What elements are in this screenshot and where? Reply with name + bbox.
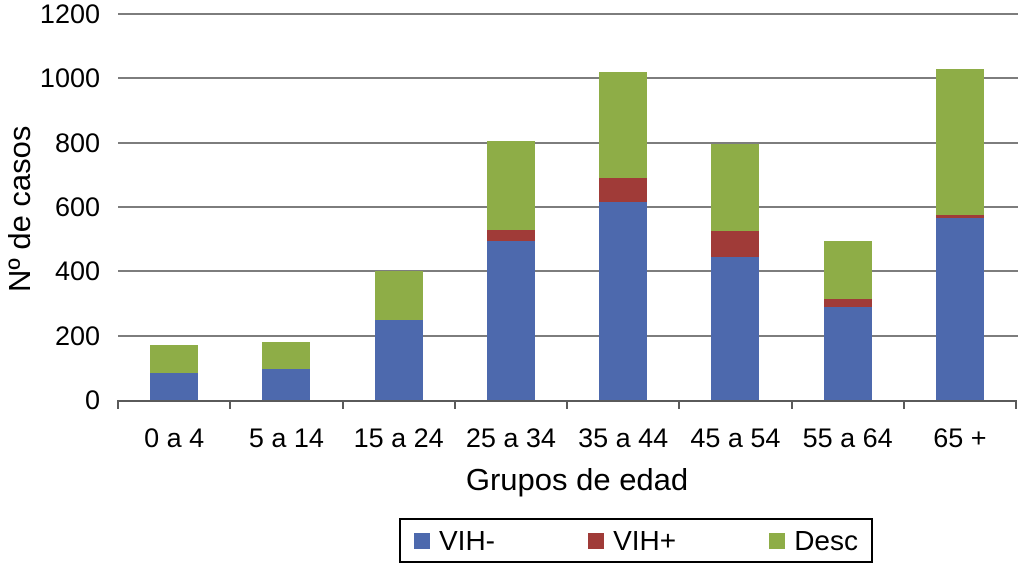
x-axis-tick-mark	[566, 400, 568, 409]
bar-segment-vih-pos	[823, 298, 872, 307]
x-axis-tick-mark	[1015, 400, 1017, 409]
bar-segment-vih-neg	[823, 306, 872, 400]
bar-25-a-34	[486, 141, 535, 400]
bar-segment-vih-pos	[486, 229, 535, 241]
x-tick-label-0-a-4: 0 a 4	[144, 423, 205, 453]
bar-segment-desc	[486, 141, 535, 230]
x-tick-label-5-a-14: 5 a 14	[248, 423, 324, 453]
bar-segment-vih-neg	[599, 202, 648, 400]
legend-label-vih-neg: VIH-	[439, 524, 495, 556]
bar-35-a-44	[599, 71, 648, 400]
x-axis-tick-mark	[790, 400, 793, 409]
bar-15-a-24	[374, 271, 423, 400]
y-tick-label-400: 400	[54, 256, 100, 287]
bar-segment-desc	[711, 144, 760, 232]
y-tick-label-1000: 1000	[39, 63, 100, 94]
legend-label-vih-pos: VIH+	[613, 524, 677, 556]
x-tick-label-45-a-54: 45 a 54	[690, 423, 781, 453]
y-tick-label-1200: 1200	[39, 0, 100, 29]
legend-item-vih-pos: VIH+	[588, 524, 677, 556]
x-tick-label-35-a-44: 35 a 44	[578, 423, 669, 453]
x-tick-label-15-a-24: 15 a 24	[353, 423, 444, 453]
x-axis-tick-mark	[117, 400, 119, 409]
bar-segment-vih-pos	[711, 231, 760, 257]
bar-segment-vih-neg	[486, 240, 535, 400]
x-tick-label-25-a-34: 25 a 34	[465, 423, 556, 453]
plot-area: 0 200 400 600 800 1000 1200 0 a 4 5 a 14 15 a 24 2…	[40, 0, 1018, 453]
bar-segment-desc	[262, 342, 311, 370]
bar-segment-desc	[374, 271, 423, 320]
bar-segment-desc	[150, 345, 199, 373]
y-tick-label-200: 200	[54, 320, 100, 351]
bar-segment-vih-neg	[711, 256, 760, 400]
legend-swatch-vih-pos	[588, 532, 605, 549]
x-axis-tick-mark	[902, 400, 905, 409]
gridline-1200	[118, 13, 1018, 15]
x-axis-tick-mark	[341, 400, 344, 409]
x-axis-title: Grupos de edad	[465, 462, 689, 497]
gridline-600	[118, 206, 1018, 208]
y-tick-label-600: 600	[54, 192, 100, 222]
gridline-1000	[118, 77, 1018, 80]
x-axis-tick-mark	[229, 400, 232, 409]
y-tick-label-800: 800	[54, 127, 100, 158]
x-tick-label-55-a-64: 55 a 64	[802, 423, 893, 453]
bar-segment-vih-neg	[935, 218, 984, 400]
bar-0-a-4	[150, 345, 199, 400]
bar-segment-vih-neg	[262, 369, 311, 400]
bar-segment-vih-neg	[150, 372, 199, 400]
x-axis-tick-mark	[453, 400, 456, 409]
bar-segment-vih-pos	[599, 178, 648, 203]
bar-segment-vih-neg	[374, 319, 423, 400]
y-tick-label-0: 0	[84, 385, 100, 415]
bar-55-a-64	[823, 240, 872, 400]
legend-swatch-vih-neg	[414, 532, 430, 549]
legend-item-desc: Desc	[769, 524, 858, 556]
bar-65	[935, 68, 984, 400]
gridline-400	[118, 270, 1018, 273]
x-tick-label-65: 65 +	[933, 423, 987, 453]
bar-segment-desc	[935, 68, 984, 216]
legend-label-desc: Desc	[794, 524, 858, 556]
bar-segment-desc	[823, 240, 872, 299]
legend-swatch-desc	[769, 532, 786, 549]
gridline-800	[118, 141, 1018, 144]
gridline-200	[118, 334, 1018, 337]
legend: VIH- VIH+ Desc	[399, 518, 873, 563]
legend-item-vih-neg: VIH-	[414, 524, 495, 556]
bar-segment-vih-pos	[935, 215, 984, 219]
x-axis-tick-mark	[678, 400, 681, 409]
bar-45-a-54	[711, 144, 760, 400]
bar-5-a-14	[262, 342, 311, 400]
bar-segment-desc	[599, 71, 648, 179]
